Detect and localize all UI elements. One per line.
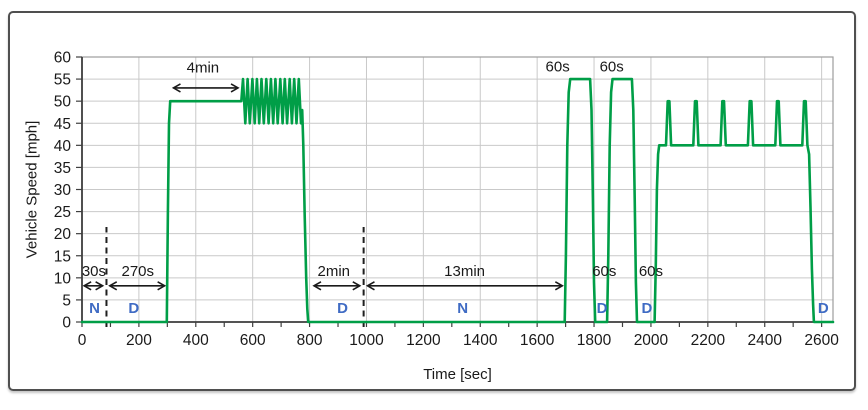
arrowhead xyxy=(230,83,240,93)
gear-indicator-label: N xyxy=(457,300,468,317)
arrowhead xyxy=(95,281,105,291)
figure-border xyxy=(8,11,856,391)
arrowhead xyxy=(352,281,362,291)
gear-indicator-label: D xyxy=(337,300,348,317)
duration-label: 60s xyxy=(600,59,624,76)
y-tick-label: 0 xyxy=(62,315,71,332)
y-tick-label: 60 xyxy=(54,50,72,67)
arrowhead xyxy=(554,281,564,291)
x-tick-label: 2000 xyxy=(634,332,669,349)
y-tick-label: 30 xyxy=(54,182,72,199)
x-tick-label: 600 xyxy=(240,332,266,349)
duration-label: 60s xyxy=(546,59,570,76)
arrowhead xyxy=(312,281,322,291)
x-axis-title: Time [sec] xyxy=(423,366,492,383)
y-tick-label: 40 xyxy=(54,138,72,155)
y-tick-label: 45 xyxy=(54,116,71,133)
duration-label: 60s xyxy=(592,263,616,280)
gear-indicator-label: D xyxy=(128,300,139,317)
arrowhead xyxy=(82,281,92,291)
y-tick-label: 15 xyxy=(54,248,71,265)
x-tick-label: 1800 xyxy=(577,332,612,349)
x-tick-label: 400 xyxy=(183,332,209,349)
x-tick-label: 200 xyxy=(126,332,152,349)
x-tick-label: 1200 xyxy=(406,332,441,349)
gear-indicator-label: D xyxy=(818,300,829,317)
duration-label: 13min xyxy=(444,263,485,280)
duration-label: 4min xyxy=(187,60,220,77)
y-axis-title: Vehicle Speed [mph] xyxy=(23,120,41,259)
duration-annotations: 30s 270s 4min 2min 13min 60s 60s 60s 60s xyxy=(82,59,663,291)
speed-trace-line xyxy=(80,77,835,324)
gear-indicator-label: N xyxy=(89,300,100,317)
x-tick-label: 2200 xyxy=(691,332,726,349)
duration-label: 2min xyxy=(317,263,350,280)
tick-labels: 0 200 400 600 800 1000 1200 1400 1600 1800 2000 220… xyxy=(54,50,839,350)
x-tick-label: 2400 xyxy=(747,332,782,349)
x-tick-label: 1000 xyxy=(349,332,384,349)
arrowhead xyxy=(108,281,118,291)
y-tick-label: 55 xyxy=(54,72,71,89)
arrowhead xyxy=(157,281,167,291)
gear-indicator-label: D xyxy=(642,300,653,317)
grid-lines xyxy=(81,56,833,323)
y-tick-label: 20 xyxy=(54,226,72,243)
speed-trace xyxy=(80,77,835,324)
x-tick-label: 1600 xyxy=(520,332,555,349)
arrowhead xyxy=(171,83,181,93)
x-tick-label: 1400 xyxy=(463,332,498,349)
x-tick-label: 800 xyxy=(297,332,323,349)
x-tick-label: 0 xyxy=(78,332,87,349)
y-tick-label: 10 xyxy=(54,270,72,287)
duration-label: 60s xyxy=(639,263,663,280)
x-tick-label: 2600 xyxy=(804,332,839,349)
y-tick-label: 35 xyxy=(54,160,71,177)
gear-indicator-label: D xyxy=(597,300,608,317)
duration-label: 30s xyxy=(82,263,106,280)
y-tick-label: 5 xyxy=(62,292,71,309)
y-tick-label: 25 xyxy=(54,204,71,221)
duration-label: 270s xyxy=(121,263,154,280)
arrowhead xyxy=(365,281,375,291)
y-tick-label: 50 xyxy=(54,94,72,111)
